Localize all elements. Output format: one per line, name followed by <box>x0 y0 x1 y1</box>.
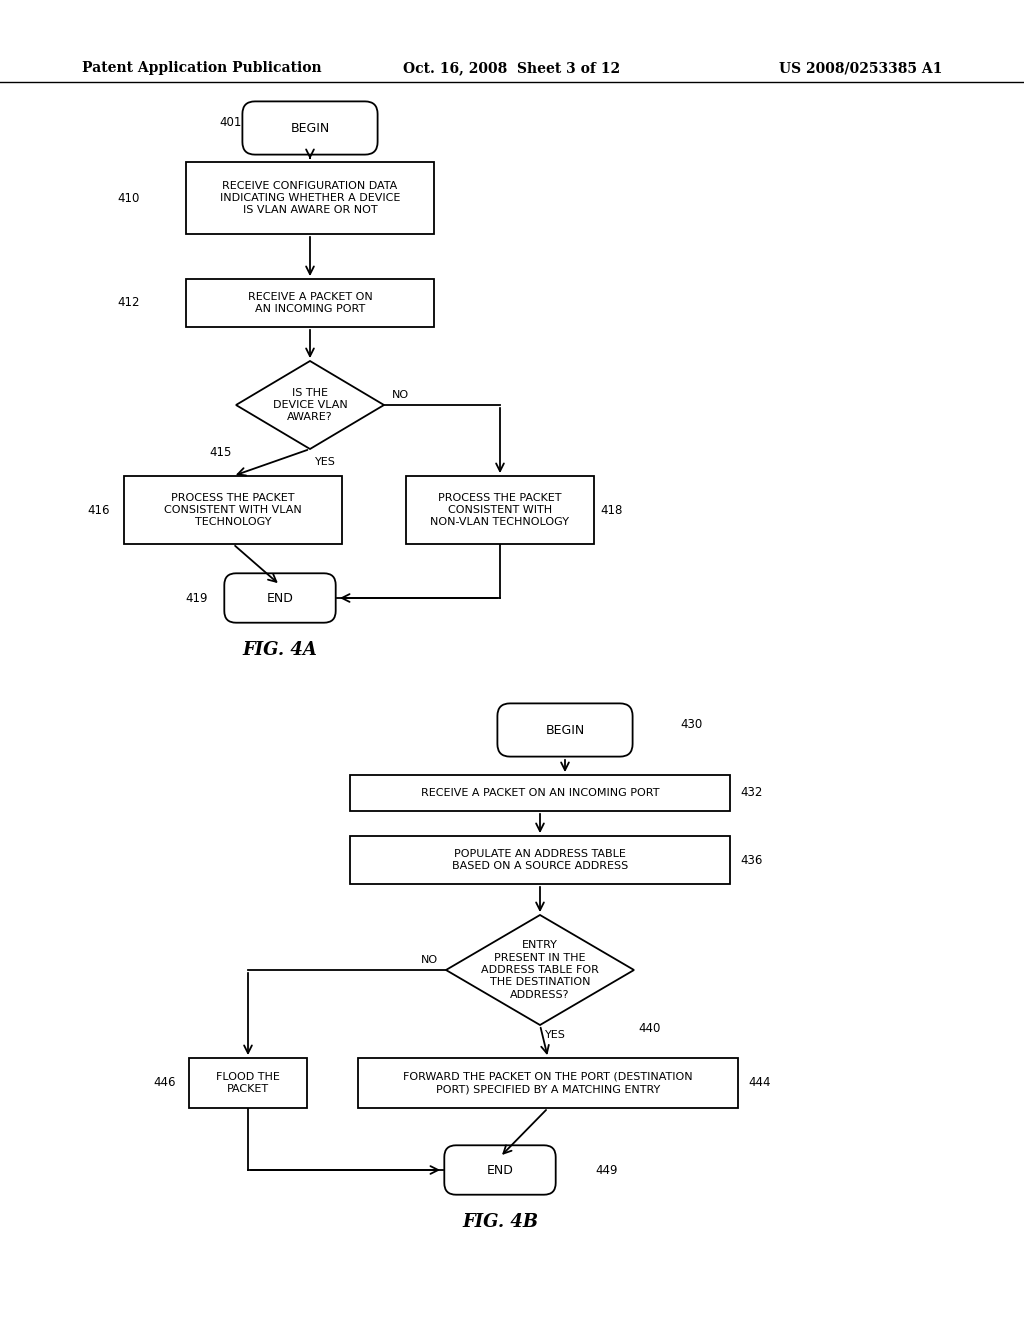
Text: BEGIN: BEGIN <box>291 121 330 135</box>
Text: 440: 440 <box>638 1022 660 1035</box>
Text: END: END <box>486 1163 513 1176</box>
FancyBboxPatch shape <box>224 573 336 623</box>
Text: PROCESS THE PACKET
CONSISTENT WITH
NON-VLAN TECHNOLOGY: PROCESS THE PACKET CONSISTENT WITH NON-V… <box>430 492 569 528</box>
Text: Oct. 16, 2008  Sheet 3 of 12: Oct. 16, 2008 Sheet 3 of 12 <box>403 61 621 75</box>
Text: 418: 418 <box>600 503 623 516</box>
FancyBboxPatch shape <box>350 836 730 884</box>
Text: Patent Application Publication: Patent Application Publication <box>82 61 322 75</box>
Text: 415: 415 <box>210 446 232 458</box>
Text: 412: 412 <box>118 297 140 309</box>
Text: 419: 419 <box>185 591 208 605</box>
Text: US 2008/0253385 A1: US 2008/0253385 A1 <box>778 61 942 75</box>
Text: RECEIVE A PACKET ON
AN INCOMING PORT: RECEIVE A PACKET ON AN INCOMING PORT <box>248 292 373 314</box>
FancyBboxPatch shape <box>406 477 594 544</box>
Polygon shape <box>446 915 634 1026</box>
Text: END: END <box>266 591 294 605</box>
FancyBboxPatch shape <box>444 1146 556 1195</box>
Text: 436: 436 <box>740 854 763 866</box>
Text: YES: YES <box>545 1030 566 1040</box>
Text: 410: 410 <box>118 191 140 205</box>
FancyBboxPatch shape <box>186 279 434 327</box>
Text: NO: NO <box>421 954 438 965</box>
Text: FLOOD THE
PACKET: FLOOD THE PACKET <box>216 1072 280 1094</box>
Text: 444: 444 <box>748 1077 770 1089</box>
Text: 430: 430 <box>680 718 702 730</box>
Text: 449: 449 <box>595 1163 617 1176</box>
FancyBboxPatch shape <box>189 1059 307 1107</box>
Text: 432: 432 <box>740 787 763 800</box>
FancyBboxPatch shape <box>243 102 378 154</box>
FancyBboxPatch shape <box>186 162 434 234</box>
Text: FIG. 4A: FIG. 4A <box>243 642 317 659</box>
Text: RECEIVE CONFIGURATION DATA
INDICATING WHETHER A DEVICE
IS VLAN AWARE OR NOT: RECEIVE CONFIGURATION DATA INDICATING WH… <box>220 181 400 215</box>
Text: BEGIN: BEGIN <box>546 723 585 737</box>
Text: FORWARD THE PACKET ON THE PORT (DESTINATION
PORT) SPECIFIED BY A MATCHING ENTRY: FORWARD THE PACKET ON THE PORT (DESTINAT… <box>403 1072 693 1094</box>
Text: 401: 401 <box>219 116 242 128</box>
FancyBboxPatch shape <box>350 775 730 810</box>
FancyBboxPatch shape <box>124 477 342 544</box>
Text: RECEIVE A PACKET ON AN INCOMING PORT: RECEIVE A PACKET ON AN INCOMING PORT <box>421 788 659 799</box>
Text: 446: 446 <box>154 1077 176 1089</box>
Text: NO: NO <box>392 389 410 400</box>
Text: IS THE
DEVICE VLAN
AWARE?: IS THE DEVICE VLAN AWARE? <box>272 388 347 422</box>
FancyBboxPatch shape <box>498 704 633 756</box>
Text: 416: 416 <box>87 503 110 516</box>
Polygon shape <box>236 360 384 449</box>
Text: ENTRY
PRESENT IN THE
ADDRESS TABLE FOR
THE DESTINATION
ADDRESS?: ENTRY PRESENT IN THE ADDRESS TABLE FOR T… <box>481 940 599 999</box>
Text: PROCESS THE PACKET
CONSISTENT WITH VLAN
TECHNOLOGY: PROCESS THE PACKET CONSISTENT WITH VLAN … <box>164 492 302 528</box>
Text: FIG. 4B: FIG. 4B <box>462 1213 538 1232</box>
FancyBboxPatch shape <box>358 1059 738 1107</box>
Text: YES: YES <box>315 457 336 467</box>
Text: POPULATE AN ADDRESS TABLE
BASED ON A SOURCE ADDRESS: POPULATE AN ADDRESS TABLE BASED ON A SOU… <box>452 849 628 871</box>
